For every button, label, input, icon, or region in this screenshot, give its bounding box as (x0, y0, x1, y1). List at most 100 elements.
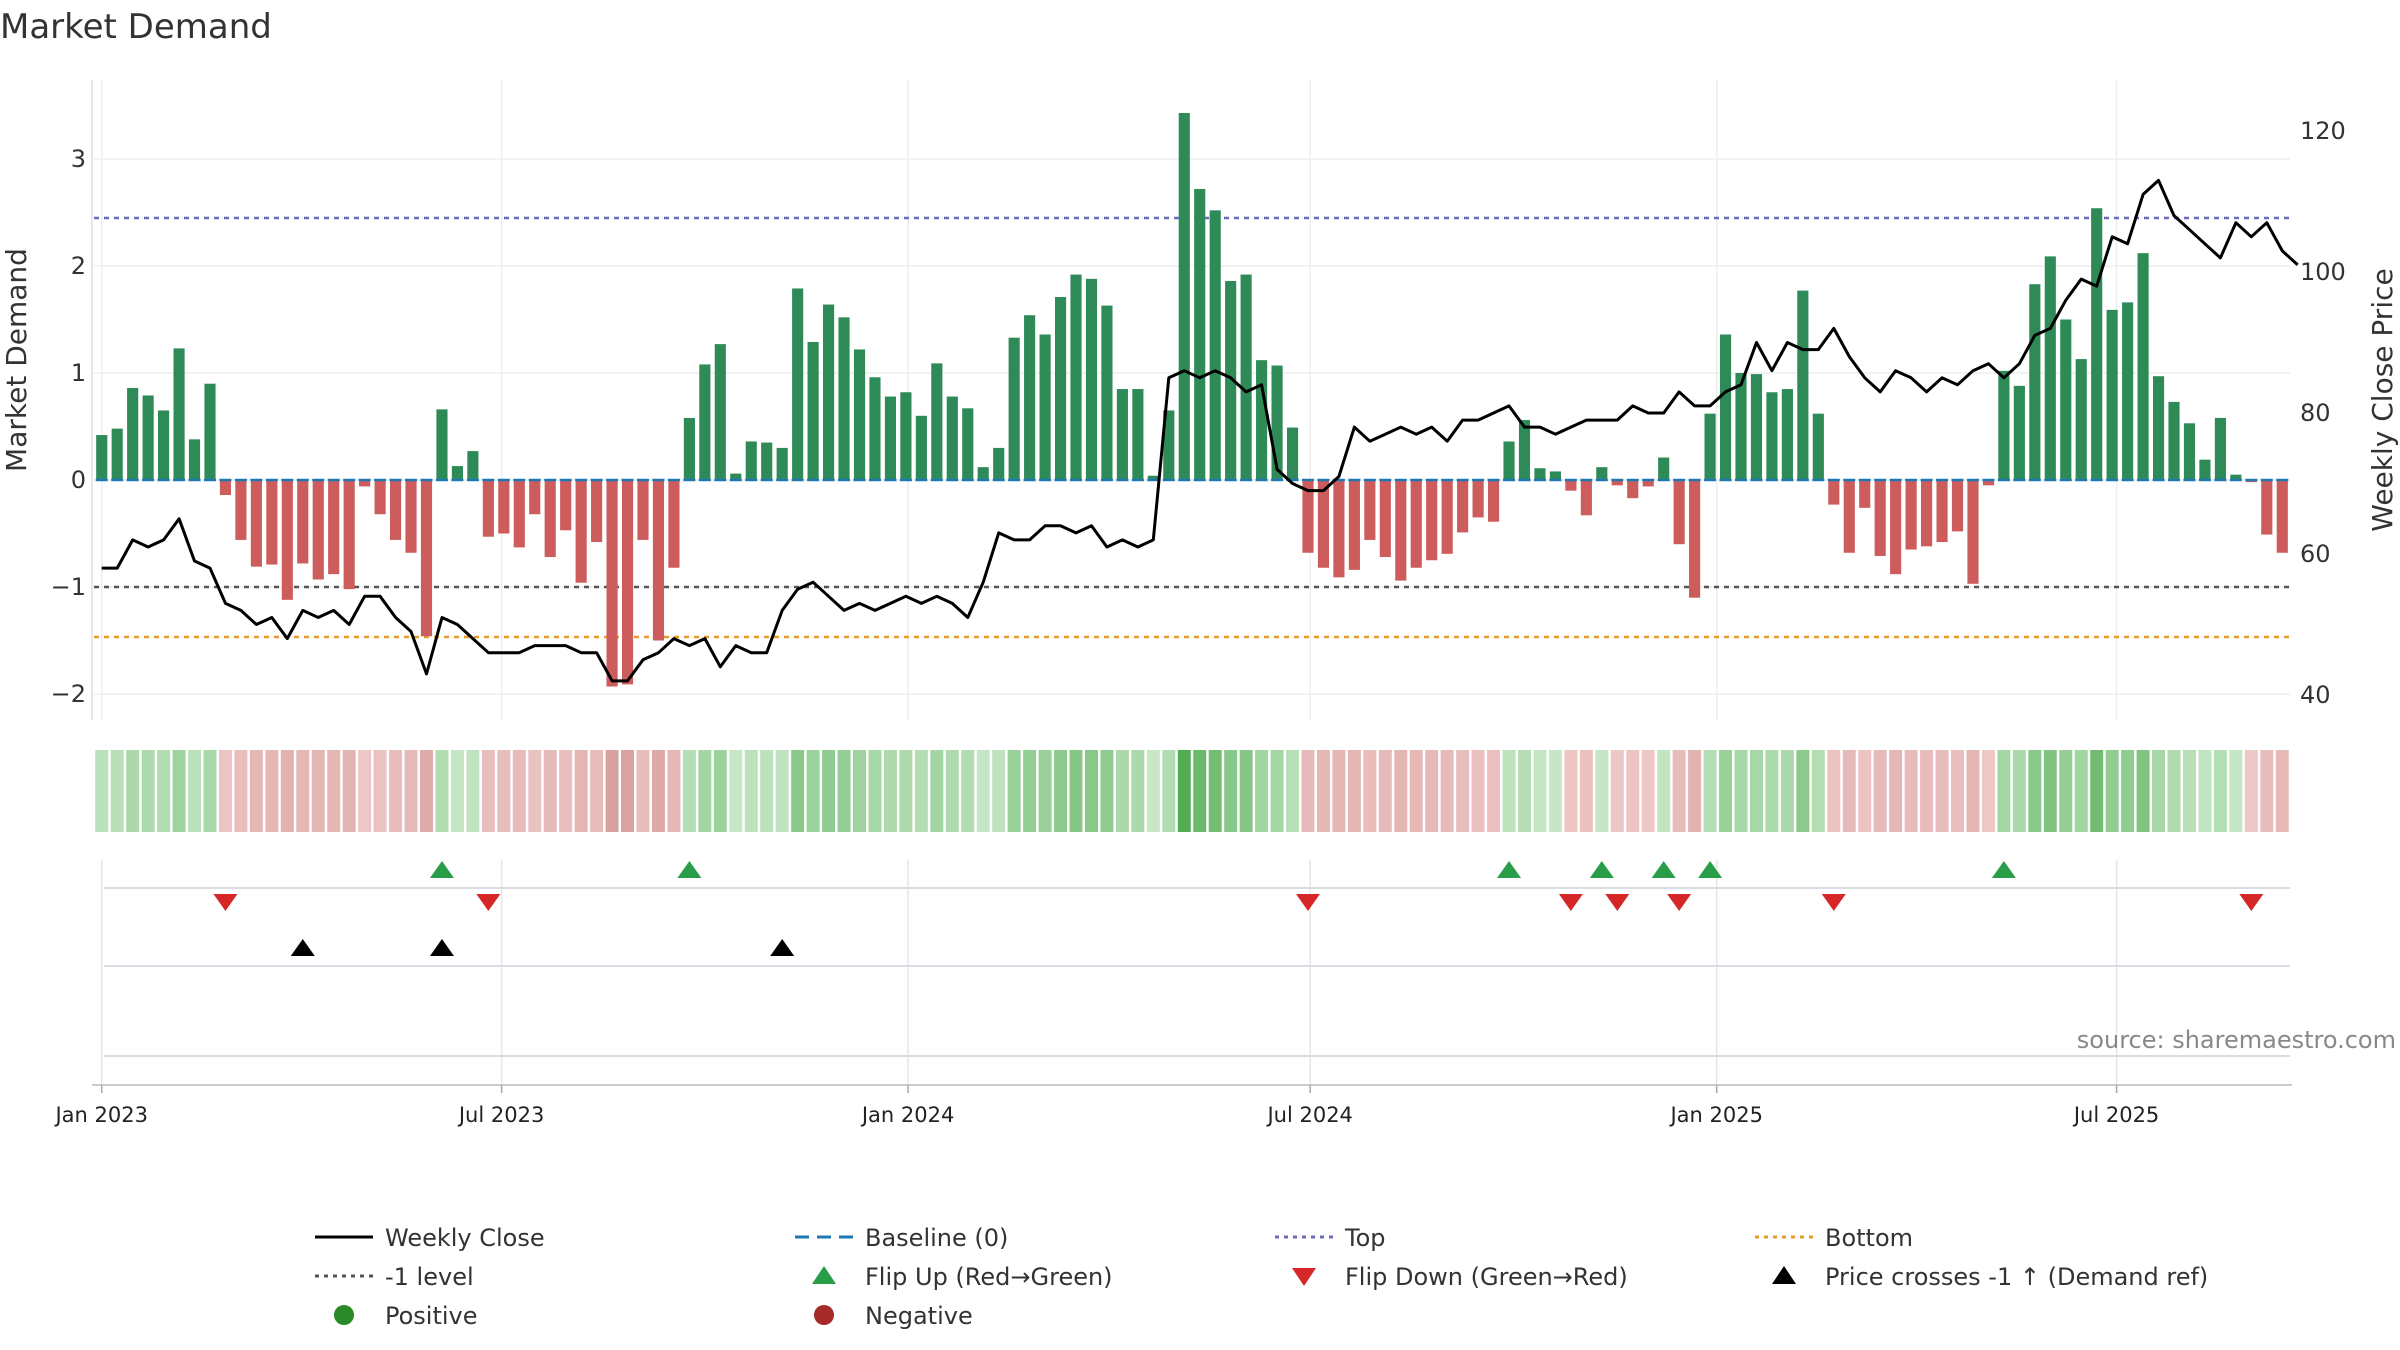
heat-cell (1920, 750, 1934, 832)
legend-item: Top (1275, 1224, 1386, 1252)
legend-label: Positive (385, 1302, 478, 1330)
demand-bar (668, 480, 680, 568)
heat-cell (1548, 750, 1562, 832)
demand-bar (2075, 359, 2087, 480)
heat-cell (1100, 750, 1114, 832)
flip-down-marker (1821, 894, 1846, 911)
heat-cell (2260, 750, 2274, 832)
demand-bar (436, 409, 448, 480)
demand-bar (1549, 471, 1561, 480)
legend-swatch (1292, 1268, 1316, 1286)
demand-bar (962, 408, 974, 480)
demand-bar (1781, 389, 1793, 480)
demand-bar (1240, 274, 1252, 480)
heat-cell (2136, 750, 2150, 832)
heat-cell (389, 750, 403, 832)
heat-cell (450, 750, 464, 832)
heat-cell (528, 750, 542, 832)
legend-swatch (814, 1305, 834, 1325)
demand-bar (1812, 413, 1824, 480)
demand-bar (1116, 389, 1128, 480)
demand-bar (96, 435, 108, 480)
heat-cell (1997, 750, 2011, 832)
demand-bar (714, 344, 726, 480)
legend-label: Top (1344, 1224, 1386, 1252)
legend-label: -1 level (385, 1263, 474, 1291)
heat-cell (126, 750, 140, 832)
demand-bar (2029, 284, 2041, 480)
x-tick-label: Jul 2023 (457, 1103, 544, 1127)
demand-bar (1611, 480, 1623, 486)
demand-bar (900, 392, 912, 480)
demand-bar (1008, 337, 1020, 480)
x-tick-label: Jan 2024 (860, 1103, 955, 1127)
legend-label: Baseline (0) (865, 1224, 1008, 1252)
demand-bar (142, 395, 154, 480)
demand-bar (127, 387, 139, 480)
legend-swatch (1772, 1266, 1796, 1284)
heat-cell (2059, 750, 2073, 832)
demand-bar (467, 451, 479, 480)
flip-up-marker (429, 861, 454, 878)
heat-cell (1069, 750, 1083, 832)
price-series-line (101, 178, 2299, 683)
x-tick-label: Jul 2024 (1265, 1103, 1352, 1127)
heat-cell (806, 750, 820, 832)
demand-bar (158, 410, 170, 480)
heat-cell (265, 750, 279, 832)
demand-bar (188, 439, 201, 480)
heat-cell (1533, 750, 1547, 832)
demand-bar (884, 396, 897, 480)
demand-bar (1194, 188, 1206, 480)
demand-bar (1256, 360, 1268, 480)
heat-cell (1688, 750, 1702, 832)
heat-cell (1084, 750, 1098, 832)
legend-label: Flip Down (Green→Red) (1345, 1263, 1628, 1291)
demand-bar (374, 480, 386, 515)
demand-bar (266, 480, 278, 565)
heat-cell (1780, 750, 1794, 832)
demand-bar (1905, 480, 1917, 550)
heat-cell (651, 750, 665, 832)
demand-bar (2276, 480, 2288, 553)
demand-bar (745, 441, 757, 480)
x-tick-label: Jul 2025 (2072, 1103, 2159, 1127)
flip-down-marker (2239, 894, 2264, 911)
demand-bar (652, 480, 665, 641)
heat-cell (822, 750, 836, 832)
y-axis-right-label: Weekly Close Price (2366, 268, 2399, 531)
y-tick-left: 3 (71, 145, 86, 173)
demand-bar (838, 317, 850, 480)
heat-cell (2167, 750, 2181, 832)
heat-cell (512, 750, 526, 832)
legend-swatch (812, 1266, 836, 1284)
heat-cell (1827, 750, 1841, 832)
heat-cell (1023, 750, 1037, 832)
legend-item: Bottom (1755, 1224, 1913, 1252)
demand-bar (1828, 480, 1840, 505)
heat-cell (868, 750, 882, 832)
demand-bar (2106, 309, 2118, 480)
legend-swatch (334, 1305, 354, 1325)
heat-cell (1672, 750, 1686, 832)
demand-bar (1225, 280, 1237, 480)
heat-cell (1224, 750, 1238, 832)
heat-cell (621, 750, 635, 832)
heat-cell (2028, 750, 2042, 832)
heat-cell (729, 750, 743, 832)
legend: Weekly Close Baseline (0) Top Bottom -1 leve… (315, 1224, 2208, 1330)
demand-bar (359, 480, 371, 487)
demand-bar (1209, 210, 1221, 481)
demand-bar (235, 480, 247, 540)
demand-bar (482, 480, 494, 537)
heat-cell (1904, 750, 1918, 832)
legend-label: Negative (865, 1302, 973, 1330)
demand-bar (869, 377, 881, 480)
demand-bar (2261, 480, 2273, 535)
price-line (101, 178, 2299, 683)
demand-bar (1054, 297, 1067, 480)
heat-cell (1610, 750, 1624, 832)
heat-cell (775, 750, 789, 832)
demand-bar (1951, 480, 1964, 532)
reference-lines (94, 216, 2290, 639)
